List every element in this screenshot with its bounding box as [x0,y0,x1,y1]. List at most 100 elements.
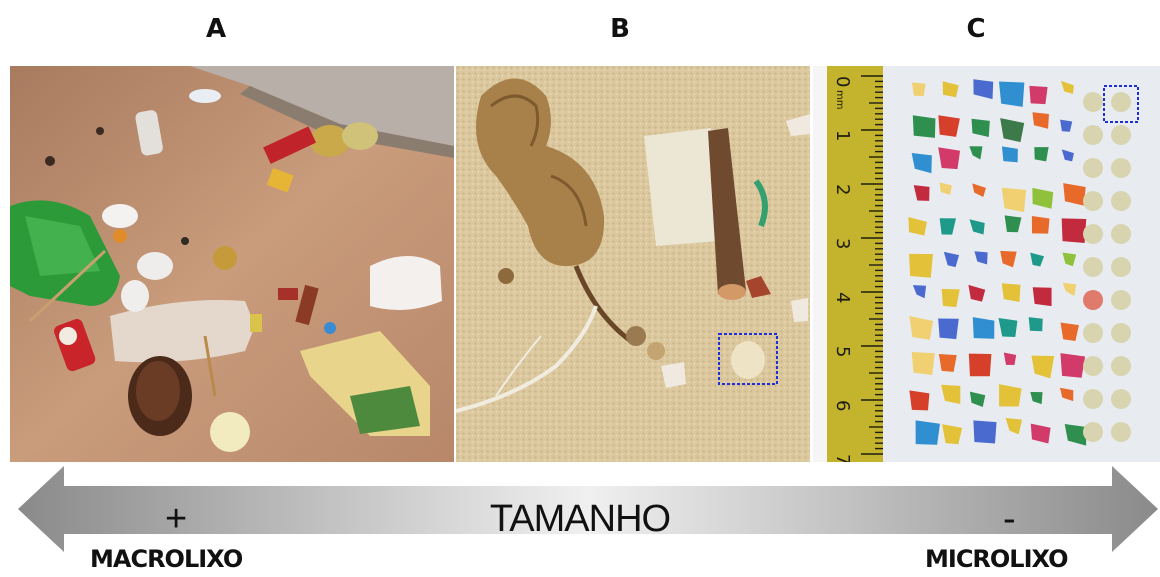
plastic-pellet [1083,191,1103,211]
plastic-fragment [1060,119,1073,132]
size-label: TAMANHO [489,498,671,540]
plastic-pellet [1083,125,1103,145]
plastic-fragment [1003,352,1017,365]
plastic-fragment [938,147,961,170]
ruler-tick-label: 2 [832,184,853,195]
plastic-fragment [938,318,959,340]
plastic-fragment [909,253,933,278]
plastic-fragment [1061,149,1074,162]
plastic-fragment [1060,80,1074,94]
photo-macro-litter [10,66,454,462]
plastic-pellet [1111,224,1131,244]
ruler-tick-label: 3 [832,238,853,249]
plastic-fragment [938,115,960,137]
smaller-sign: - [1003,498,1016,540]
plastic-fragment [974,251,988,265]
clear-bottle [110,300,255,363]
metal-can [310,125,350,157]
larger-sign: + [165,498,188,540]
plastic-fragment [998,81,1025,107]
ruler-tick-label: 4 [832,292,853,303]
plastic-fragment [911,82,926,97]
plastic-pellet [1083,158,1103,178]
plastic-fragment [939,182,952,195]
plastic-fragment [1029,85,1048,105]
plastic-pellet [1083,257,1103,277]
ruler-tick-label: 6 [832,400,853,411]
plastic-fragment [1000,118,1025,143]
plastic-fragment [969,219,985,235]
plastic-fragment [1061,218,1087,244]
peanut-shell [476,78,605,266]
ruler-tick-label: 0 [832,76,853,87]
plastic-fragment [1001,146,1018,163]
ruler-unit-label: mm [834,90,845,109]
plastic-pellet [1111,323,1131,343]
plastic-fragment [943,251,960,268]
plastic-fragment [968,284,986,302]
highlight-box-c [1103,85,1139,123]
plastic-pellet [1111,191,1131,211]
paper-piece [644,128,718,246]
twig [708,128,746,294]
plastic-fragment [1063,183,1086,206]
plastic-fragment [909,316,934,340]
plastic-pellet [1111,92,1131,112]
plastic-fragment [911,352,935,375]
photo-a-scene [10,66,454,462]
plastic-fragment [1062,252,1077,267]
plastic-fragment [998,318,1018,338]
microlixo-label: MICROLIXO [925,545,1069,573]
plastic-fragment [972,183,986,198]
panel-label-b: B [610,14,630,44]
plastic-fragment [1030,423,1051,444]
plastic-pellet [1111,257,1131,277]
plastic-pellet [1111,290,1131,310]
onion [210,412,250,452]
plastic-fragment [1028,317,1043,332]
plastic-fragment [1030,391,1043,405]
photo-meso-litter [456,66,810,462]
ruler-tick-label: 1 [832,130,853,141]
plastic-fragment [1031,216,1050,234]
size-arrow [18,466,1158,552]
plastic-pellet [1083,422,1103,442]
plastic-fragment [915,420,940,445]
plastic-fragment [1000,250,1017,268]
plastic-pellet [1111,389,1131,409]
double-arrow-shape [18,466,1158,552]
plastic-pellet [1083,224,1103,244]
plastic-pellet [1111,356,1131,376]
plastic-pellet [1083,389,1103,409]
plastic-fragment [1032,112,1049,129]
macrolixo-label: MACROLIXO [90,545,243,573]
plastic-fragment [1060,353,1086,378]
plastic-fragment [1060,322,1079,341]
plastic-fragment [968,353,992,377]
ruler-tick-label: 7 [832,454,853,462]
plastic-fragment [969,146,983,160]
highlight-box-b [718,333,778,385]
plastic-fragment [972,317,995,339]
plastic-fragment [942,81,959,98]
plastic-fragment [942,424,963,445]
plastic-fragment [911,152,932,174]
concrete-wall [10,66,454,146]
plastic-fragment [1030,252,1045,267]
ruler [827,66,883,462]
plastic-fragment [909,390,930,411]
plastic-fragment [912,115,936,138]
plastic-pellet [1111,422,1131,442]
plastic-fragment [941,384,961,404]
plastic-fragment [912,285,927,299]
plastic-fragment [969,391,986,407]
plastic-fragment [1032,187,1054,209]
plastic-fragment [1064,423,1087,446]
plastic-pellet [1083,323,1103,343]
plastic-fragment [913,185,930,201]
plastic-fragment [941,288,960,308]
plastic-pellet [1111,158,1131,178]
panel-label-c: C [966,14,986,44]
plastic-pellet [1111,125,1131,145]
plastic-fragment [908,216,927,236]
